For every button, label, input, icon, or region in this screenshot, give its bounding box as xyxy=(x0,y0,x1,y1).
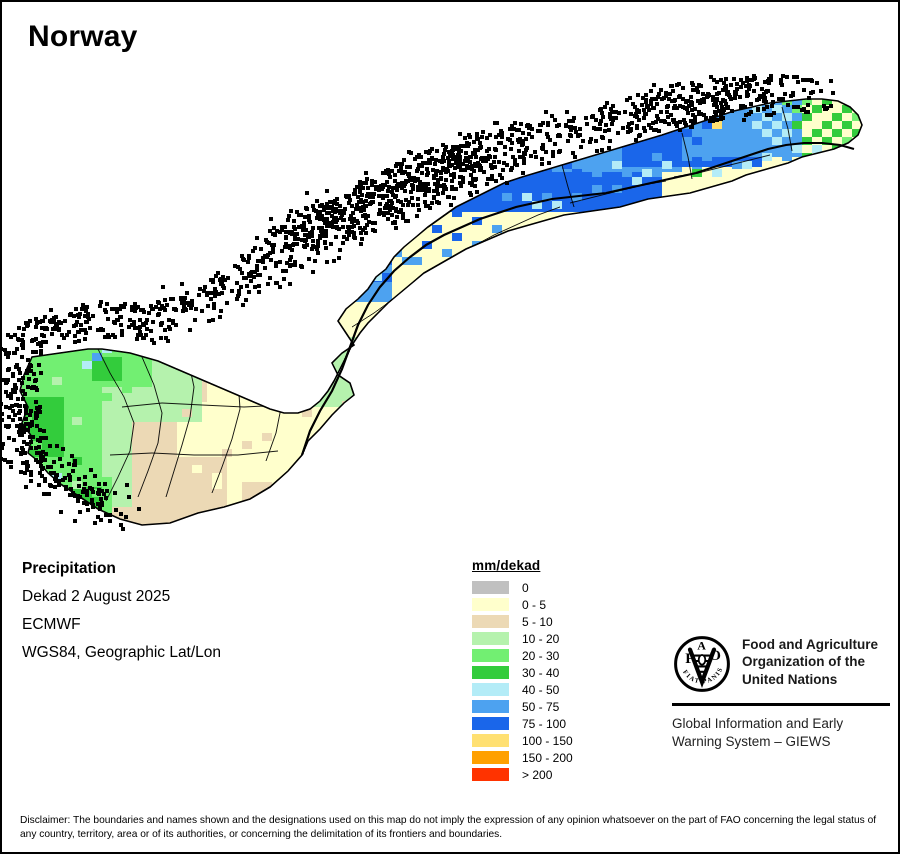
fao-header: F O A FIAT PANIS Food and Agriculture Or… xyxy=(672,634,892,694)
legend-label: 50 - 75 xyxy=(522,699,560,714)
map-figure xyxy=(2,57,898,537)
giews-line-2: Warning System – GIEWS xyxy=(672,733,831,749)
legend-row: 75 - 100 xyxy=(472,715,573,732)
legend-swatch xyxy=(472,649,509,662)
legend-swatch xyxy=(472,751,509,764)
info-source: ECMWF xyxy=(22,616,81,634)
legend-swatch xyxy=(472,700,509,713)
fao-name-line-2: Organization of the xyxy=(742,654,865,670)
legend-row: 40 - 50 xyxy=(472,681,573,698)
map-info-block: Precipitation Dekad 2 August 2025 ECMWF … xyxy=(22,560,362,672)
legend-row: 150 - 200 xyxy=(472,749,573,766)
fao-organization-name: Food and Agriculture Organization of the… xyxy=(742,634,878,688)
legend-label: 40 - 50 xyxy=(522,682,560,697)
legend-label: 100 - 150 xyxy=(522,733,573,748)
legend-swatch xyxy=(472,734,509,747)
fao-branding-block: F O A FIAT PANIS Food and Agriculture Or… xyxy=(672,634,892,751)
info-period: Dekad 2 August 2025 xyxy=(22,588,171,606)
disclaimer-text: Disclaimer: The boundaries and names sho… xyxy=(20,815,877,841)
giews-line-1: Global Information and Early xyxy=(672,716,844,731)
legend-row: > 200 xyxy=(472,766,573,783)
svg-text:F: F xyxy=(685,651,694,667)
legend-swatch xyxy=(472,598,509,611)
fao-name-line-3: United Nations xyxy=(742,671,838,687)
legend-row: 10 - 20 xyxy=(472,630,573,647)
legend-row: 0 - 5 xyxy=(472,596,573,613)
legend-row: 20 - 30 xyxy=(472,647,573,664)
legend-row: 100 - 150 xyxy=(472,732,573,749)
fao-name-line-1: Food and Agriculture xyxy=(742,637,878,652)
giews-label: Global Information and Early Warning Sys… xyxy=(672,715,892,751)
legend-title: mm/dekad xyxy=(472,558,541,573)
legend-row: 0 xyxy=(472,579,573,596)
map-legend: mm/dekad 0 0 - 5 5 - 10 10 - 20 20 - 30 30 - … xyxy=(472,558,573,783)
fao-divider xyxy=(672,703,890,706)
legend-row: 30 - 40 xyxy=(472,664,573,681)
legend-label: > 200 xyxy=(522,767,553,782)
legend-label: 20 - 30 xyxy=(522,648,560,663)
legend-rows: 0 0 - 5 5 - 10 10 - 20 20 - 30 30 - 40 40 - 50… xyxy=(472,579,573,783)
legend-label: 150 - 200 xyxy=(522,750,573,765)
legend-row: 5 - 10 xyxy=(472,613,573,630)
legend-label: 30 - 40 xyxy=(522,665,560,680)
legend-label: 75 - 100 xyxy=(522,716,567,731)
legend-label: 10 - 20 xyxy=(522,631,560,646)
legend-swatch xyxy=(472,581,509,594)
page-title: Norway xyxy=(28,20,138,53)
legend-swatch xyxy=(472,683,509,696)
legend-swatch xyxy=(472,632,509,645)
info-variable: Precipitation xyxy=(22,560,116,577)
precipitation-raster-map xyxy=(2,57,898,537)
legend-swatch xyxy=(472,666,509,679)
info-projection: WGS84, Geographic Lat/Lon xyxy=(22,644,222,662)
legend-swatch xyxy=(472,615,509,628)
svg-text:O: O xyxy=(709,648,721,664)
fao-logo-icon: F O A FIAT PANIS xyxy=(674,636,730,692)
legend-label: 0 - 5 xyxy=(522,597,547,612)
svg-text:A: A xyxy=(697,639,706,653)
legend-label: 0 xyxy=(522,580,529,595)
legend-swatch xyxy=(472,768,509,781)
legend-swatch xyxy=(472,717,509,730)
legend-row: 50 - 75 xyxy=(472,698,573,715)
legend-label: 5 - 10 xyxy=(522,614,553,629)
